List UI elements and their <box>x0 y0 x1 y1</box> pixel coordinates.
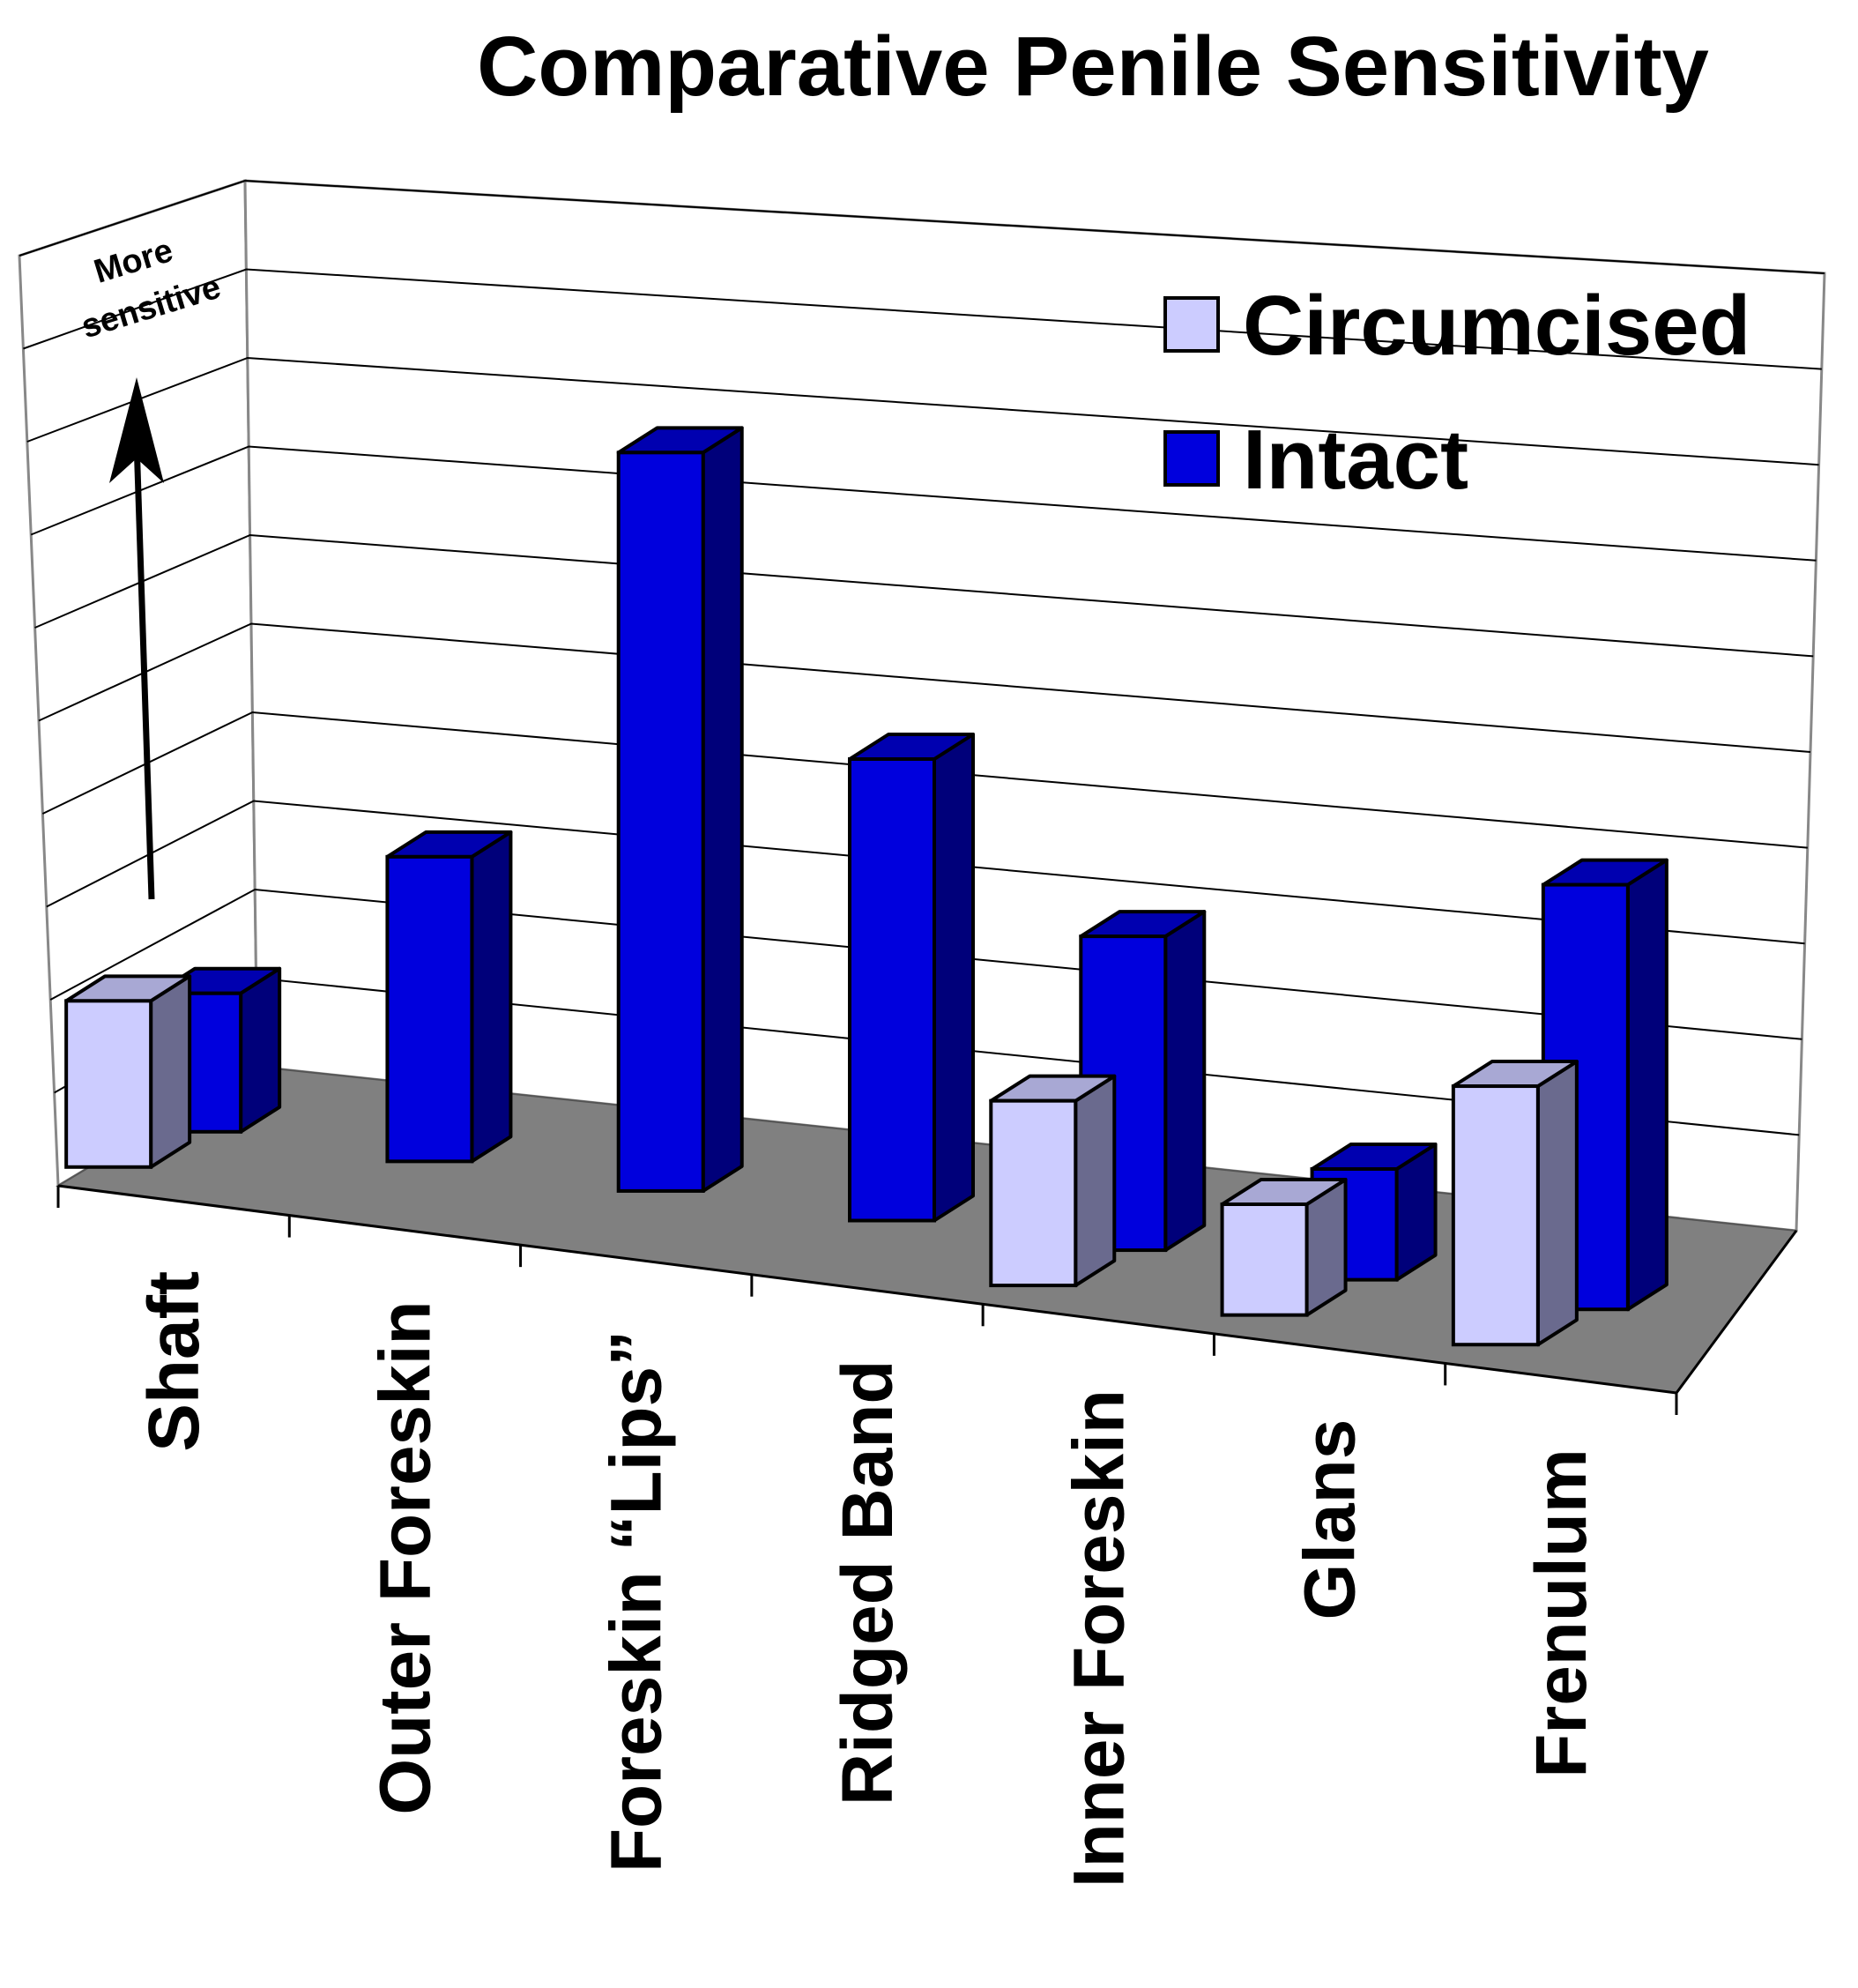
up-arrow-shaft <box>133 440 155 900</box>
gridline <box>46 800 1805 945</box>
chart-title: Comparative Penile Sensitivity <box>477 19 1709 114</box>
legend: Circumcised Intact <box>1163 279 1750 507</box>
gridline <box>23 268 1822 370</box>
bar-intact-front <box>848 757 936 1223</box>
bar-circumcised <box>1220 1178 1348 1317</box>
bar-intact <box>385 830 513 1164</box>
bar-intact-side <box>1163 910 1207 1253</box>
bar-intact-side <box>933 733 975 1223</box>
bar-circumcised-side <box>1074 1074 1117 1288</box>
category-label: Frenulum <box>1521 1448 1602 1778</box>
gridline <box>30 445 1817 562</box>
legend-swatch-circumcised <box>1163 296 1220 353</box>
gridline <box>26 356 1819 466</box>
bar-circumcised <box>64 974 192 1169</box>
bar-intact <box>616 426 744 1193</box>
bar-circumcised-side <box>1535 1060 1579 1347</box>
bar-circumcised <box>1451 1060 1579 1347</box>
bar-intact-side <box>701 426 744 1193</box>
bar-intact-side <box>470 830 513 1164</box>
bar-circumcised <box>989 1074 1117 1288</box>
gridline <box>38 622 1811 753</box>
gridline <box>34 533 1814 658</box>
bar-intact-side <box>239 966 282 1134</box>
gridline <box>41 711 1808 849</box>
category-label: Inner Foreskin <box>1059 1389 1139 1887</box>
category-label: Shaft <box>134 1271 214 1452</box>
x-axis-line <box>57 1184 1677 1395</box>
category-label: Foreskin “Lips” <box>597 1330 677 1873</box>
legend-label-circumcised: Circumcised <box>1243 279 1750 373</box>
bar-circumcised-side <box>149 974 192 1169</box>
bar-intact-side <box>1625 858 1668 1312</box>
gridline <box>49 888 1802 1040</box>
legend-label-intact: Intact <box>1243 413 1468 507</box>
bar-intact-front <box>616 450 705 1193</box>
category-label: Ridged Band <box>828 1360 908 1806</box>
x-axis-ticks <box>56 1186 1678 1415</box>
bar-circumcised-front <box>989 1098 1078 1288</box>
category-label: Outer Foreskin <box>365 1300 445 1814</box>
bar-circumcised-front <box>1451 1084 1540 1347</box>
category-labels: Shaft Outer Foreskin Foreskin “Lips” Ridged… <box>134 1271 1602 1887</box>
gridline <box>19 179 1825 274</box>
bar-circumcised-front <box>64 999 153 1169</box>
bar-intact-front <box>385 854 474 1164</box>
legend-swatch-intact <box>1163 430 1220 487</box>
bar-intact <box>1541 858 1668 1312</box>
bar-intact <box>848 733 975 1223</box>
bar-circumcised-front <box>1220 1202 1309 1317</box>
bars <box>64 426 1668 1347</box>
floor-right-edge <box>1675 1230 1798 1394</box>
category-label: Glans <box>1290 1419 1371 1620</box>
up-arrow-icon <box>109 377 164 483</box>
